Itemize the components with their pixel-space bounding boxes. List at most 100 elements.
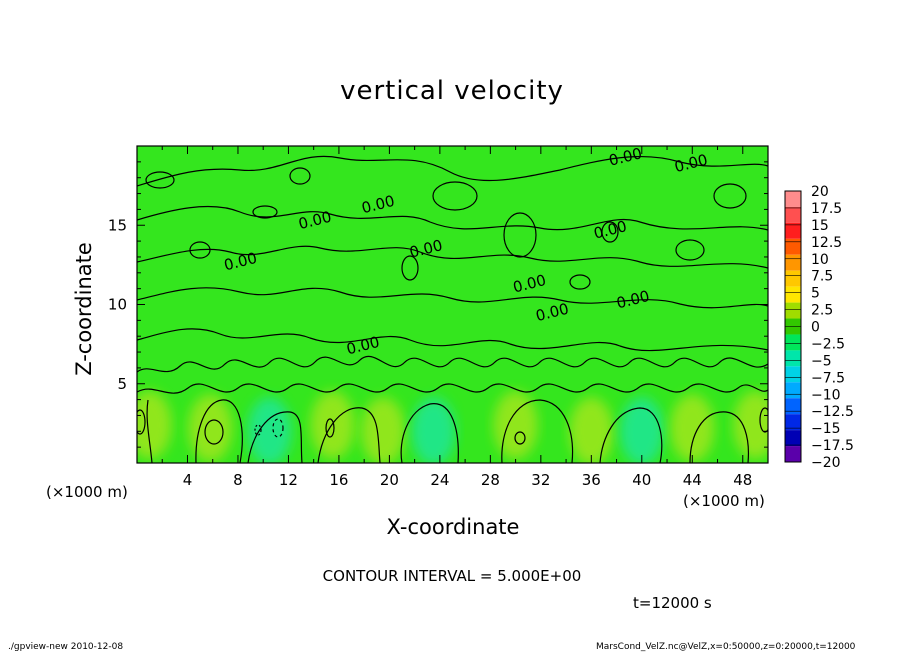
x-axis-ticks: 4 8 12 16 20 24 28 32 36 40 44 48 (136, 146, 769, 489)
colorbar-label: 15 (811, 218, 829, 234)
x-tick-label: 8 (233, 471, 243, 489)
time-label: t=12000 s (633, 594, 712, 612)
contour-closed (254, 424, 262, 436)
colorbar-label: 20 (811, 184, 829, 200)
colorbar-label: −15 (811, 421, 841, 437)
contour-closed (137, 409, 146, 435)
colorbar-swatch (785, 430, 801, 447)
colorbar-label: 5 (811, 286, 820, 302)
contour-line (137, 245, 768, 269)
contour-closed (569, 274, 591, 290)
contour-line (137, 287, 768, 309)
contour-line (501, 399, 574, 463)
field-blob (137, 390, 172, 459)
x-tick-label: 28 (481, 471, 500, 489)
y-axis-ticks: 5 10 15 (108, 145, 768, 464)
contour-line (137, 355, 768, 373)
field-blob (361, 397, 406, 463)
contour-line (137, 328, 768, 352)
contour-closed (289, 167, 311, 185)
contour-closed (601, 221, 619, 243)
contour-line (400, 403, 459, 463)
field-blob (670, 394, 715, 463)
colorbar-label: 2.5 (811, 303, 833, 319)
field-blob (493, 390, 538, 459)
contour-line (247, 411, 303, 463)
y-axis-unit: (×1000 m) (46, 483, 128, 501)
field-blob (188, 394, 233, 463)
contour-line (689, 411, 749, 463)
field-blob (310, 390, 355, 459)
field-blob (411, 397, 456, 463)
chart-title: vertical velocity (340, 76, 564, 106)
colorbar-swatch (785, 334, 801, 351)
colorbar-label: 10 (811, 252, 829, 268)
colorbar-swatch (785, 398, 801, 415)
colorbar-swatch (785, 366, 801, 383)
x-tick-label: 16 (329, 471, 348, 489)
contour-closed (759, 407, 768, 433)
x-tick-label: 44 (683, 471, 702, 489)
contour-closed (514, 431, 526, 445)
footer-right-text: MarsCond_VelZ.nc@VelZ,x=0:50000,z=0:2000… (596, 642, 856, 652)
colorbar-label: 12.5 (811, 235, 842, 251)
y-tick-label: 10 (108, 296, 127, 314)
colorbar-label: −7.5 (811, 370, 845, 386)
x-axis-unit: (×1000 m) (683, 492, 765, 510)
x-tick-label: 24 (430, 471, 449, 489)
x-tick-label: 48 (733, 471, 752, 489)
colorbar-swatch (785, 254, 801, 271)
contour-line (599, 407, 663, 463)
colorbar-swatch (785, 238, 801, 255)
x-tick-label: 32 (531, 471, 550, 489)
x-tick-label: 40 (632, 471, 651, 489)
contour-interval-label: CONTOUR INTERVAL = 5.000E+00 (322, 567, 582, 585)
colorbar-label: 0 (811, 320, 820, 336)
contour-closed (272, 418, 284, 438)
x-axis-label: X-coordinate (386, 515, 520, 539)
colorbar-label: 17.5 (811, 201, 842, 217)
contour-line (137, 155, 768, 187)
contour-line (146, 399, 153, 463)
colorbar-swatch (785, 350, 801, 367)
colorbar-label: −5 (811, 353, 832, 369)
contour-closed (401, 255, 419, 281)
field-blob (247, 397, 292, 463)
contour-line (317, 407, 381, 463)
contour-closed (675, 239, 705, 261)
field-blob (733, 390, 768, 459)
contour-closed (189, 241, 211, 259)
colorbar-swatch (785, 446, 801, 462)
velocity-field-background (137, 146, 768, 463)
colorbar-label: 7.5 (811, 269, 833, 285)
x-tick-label: 20 (380, 471, 399, 489)
contour-line (137, 383, 768, 394)
x-tick-label: 36 (582, 471, 601, 489)
colorbar-swatch (785, 191, 801, 207)
colorbar-swatch (785, 206, 801, 223)
colorbar-swatch (785, 302, 801, 319)
colorbar-swatch (785, 222, 801, 239)
contour-closed (325, 418, 335, 438)
colorbar: 2017.51512.5107.552.50−2.5−5−7.5−10−12.5… (784, 184, 854, 471)
contour-closed (145, 171, 175, 189)
colorbar-swatch (785, 382, 801, 399)
x-tick-label: 4 (183, 471, 193, 489)
y-tick-label: 15 (108, 216, 127, 234)
colorbar-label: −20 (811, 455, 841, 471)
contour-closed (503, 212, 537, 258)
contour-lines (137, 155, 768, 463)
colorbar-swatch (785, 286, 801, 303)
colorbar-swatch (785, 414, 801, 431)
contour-closed (204, 419, 224, 445)
colorbar-label: −10 (811, 387, 841, 403)
colorbar-swatch (785, 270, 801, 287)
colorbar-label: −2.5 (811, 336, 845, 352)
footer-left-text: ./gpview-new 2010-12-08 (8, 642, 124, 652)
contour-line (137, 205, 768, 231)
contour-closed (432, 181, 478, 211)
contour-line (195, 399, 243, 463)
colorbar-label: −17.5 (811, 438, 854, 454)
x-tick-label: 12 (279, 471, 298, 489)
